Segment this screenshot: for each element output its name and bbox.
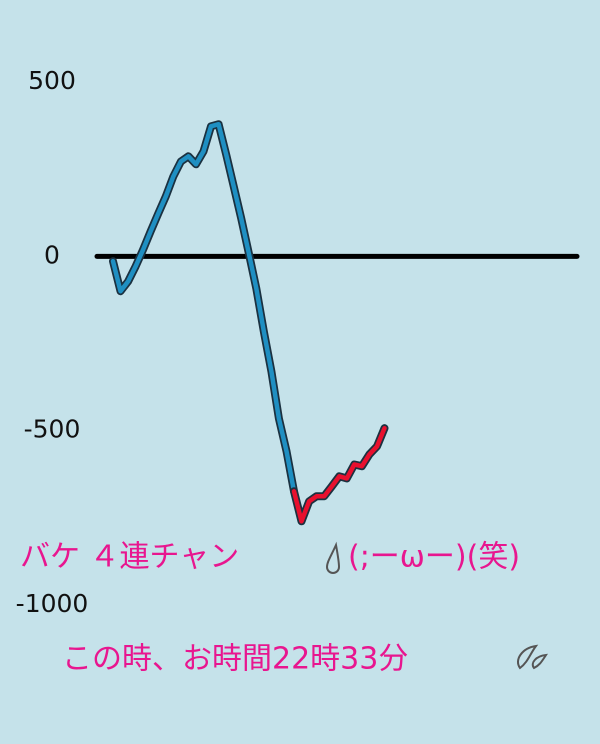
annotation: バケ ４連チャン [20,540,239,575]
y-tick-label: 500 [28,66,76,95]
line [291,425,387,524]
y-tick-label: -1000 [16,589,89,618]
y-tick-label: -500 [24,415,81,444]
lines [109,120,389,526]
sweat-icon [517,644,549,670]
annotation: (;ーωー)(笑) [348,540,520,575]
annotation: この時、お時間22時33分 [62,642,408,677]
line [110,121,297,494]
line-outline [109,120,298,496]
y-tick-label: 0 [44,240,60,269]
grid [94,79,580,608]
drop-icon [325,541,341,574]
